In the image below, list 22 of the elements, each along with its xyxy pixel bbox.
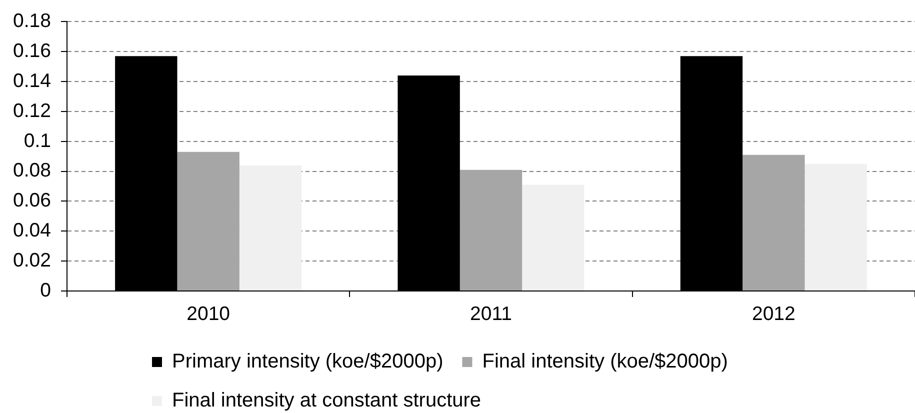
bar: [460, 170, 522, 290]
bar: [177, 152, 240, 290]
y-tick-label: 0.12: [13, 100, 51, 122]
x-tick-label: 2011: [470, 303, 512, 326]
y-tick-label: 0.14: [13, 70, 52, 92]
y-tick-label: 0.08: [13, 160, 51, 182]
bar: [804, 164, 867, 290]
y-tick-label: 0.04: [13, 220, 52, 242]
legend-label: Final intensity at constant structure: [172, 390, 482, 412]
bar: [239, 165, 302, 290]
legend-label: Final intensity (koe/$2000p): [482, 350, 728, 373]
y-tick-label: 0.1: [24, 130, 51, 152]
bar: [742, 154, 805, 290]
legend-label: Primary intensity (koe/$2000p): [172, 350, 444, 373]
y-tick-label: 0.02: [13, 249, 51, 272]
y-tick-label: 0.18: [13, 10, 51, 32]
y-tick-label: 0.16: [13, 40, 51, 62]
x-tick-label: 2012: [752, 303, 796, 326]
bar: [522, 184, 584, 290]
x-tick-label: 2010: [186, 303, 230, 326]
y-tick-label: 0.06: [13, 190, 51, 212]
y-tick-label: 0: [40, 279, 52, 302]
